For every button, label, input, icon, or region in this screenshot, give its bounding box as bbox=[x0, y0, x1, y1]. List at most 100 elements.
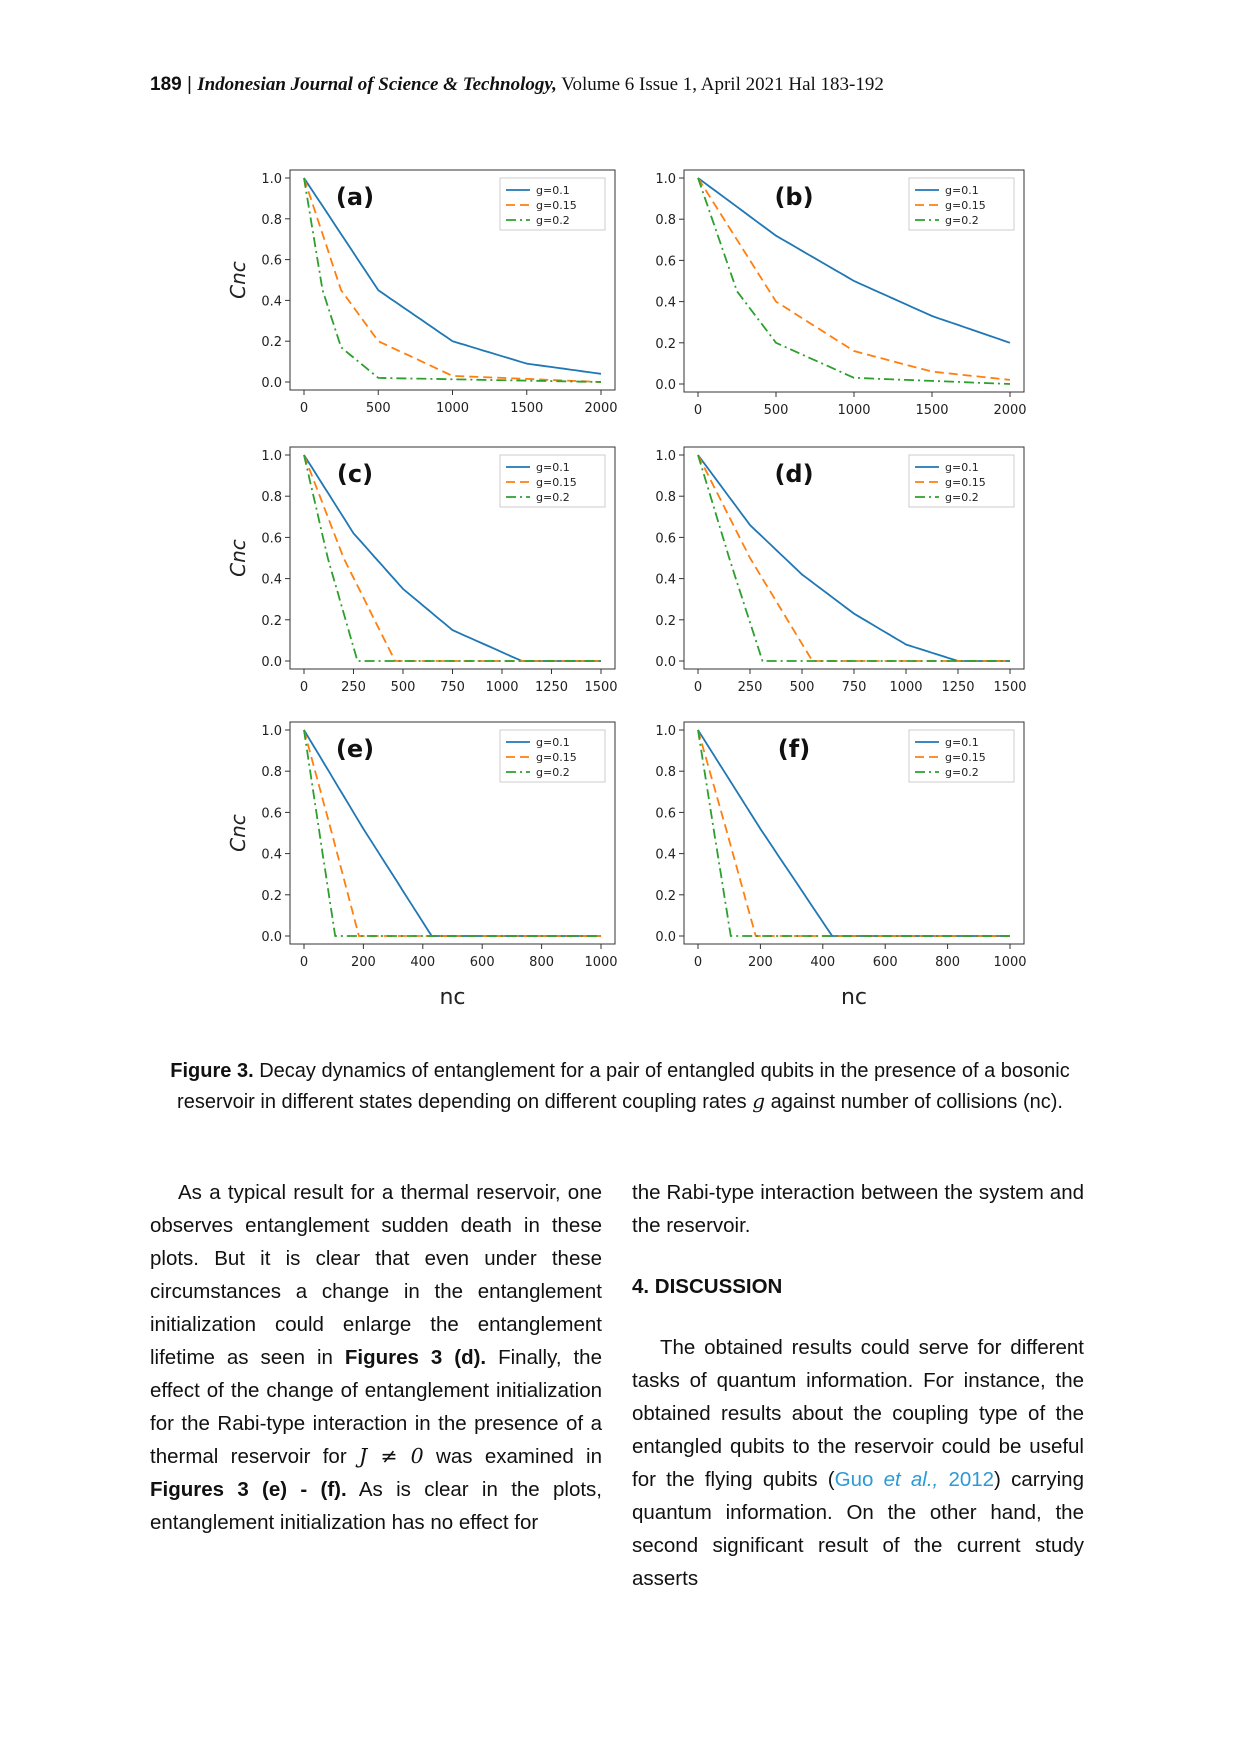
legend-label: g=0.15 bbox=[536, 476, 577, 489]
chart-panel-d: 0.0 0.2 0.4 0.6 0.8 1.0 0 250 500 750 1000 1250 1500… bbox=[655, 446, 1027, 695]
y-tick-label: 1.0 bbox=[261, 172, 282, 187]
legend-box bbox=[499, 454, 606, 508]
caption-text-a: Decay dynamics of entanglement for a pai… bbox=[177, 1060, 1070, 1113]
x-tick-label: 2000 bbox=[584, 401, 617, 416]
legend-label: g=0.1 bbox=[536, 461, 570, 474]
series-line-g015 bbox=[303, 177, 602, 383]
x-axis-label: nc bbox=[841, 985, 867, 1010]
series-line-g015 bbox=[303, 454, 601, 662]
legend-box bbox=[499, 177, 606, 231]
panel-label: (d) bbox=[774, 460, 813, 488]
y-tick-label: 0.8 bbox=[261, 765, 282, 780]
caption-text-b: against number of collisions (nc). bbox=[765, 1091, 1063, 1113]
x-tick-label: 1500 bbox=[510, 401, 543, 416]
y-tick-label: 0.4 bbox=[655, 573, 676, 588]
journal-name: Indonesian Journal of Science & Technolo… bbox=[197, 74, 557, 95]
y-axis-label: Cnc bbox=[226, 814, 250, 852]
series-line-g02 bbox=[303, 454, 601, 662]
legend-box bbox=[908, 729, 1015, 783]
y-tick-label: 1.0 bbox=[655, 449, 676, 464]
series-line-g02 bbox=[697, 454, 1010, 662]
chart-panel-e: 0.0 0.2 0.4 0.6 0.8 1.0 0 200 400 600 800 1000 g=0.1… bbox=[226, 721, 618, 1010]
x-tick-label: 1000 bbox=[436, 401, 469, 416]
y-tick-label: 1.0 bbox=[655, 724, 676, 739]
legend-label: g=0.2 bbox=[536, 214, 570, 227]
x-axis-label: nc bbox=[439, 985, 465, 1010]
y-tick-label: 0.6 bbox=[261, 254, 282, 269]
legend-label: g=0.15 bbox=[536, 199, 577, 212]
chart-panel-a: 0.0 0.2 0.4 0.6 0.8 1.0 0 500 1000 1500 2000 g=0.1 g… bbox=[226, 169, 618, 416]
text: was examined in bbox=[423, 1445, 602, 1468]
y-tick-label: 0.6 bbox=[261, 531, 282, 546]
y-axis-label: Cnc bbox=[226, 539, 250, 577]
x-tick-label: 0 bbox=[300, 955, 308, 970]
x-tick-label: 200 bbox=[748, 955, 773, 970]
x-tick-label: 0 bbox=[300, 401, 308, 416]
x-tick-label: 2000 bbox=[993, 403, 1026, 418]
figure-reference: Figures 3 (e) - (f). bbox=[150, 1478, 347, 1501]
x-tick-label: 500 bbox=[391, 680, 416, 695]
y-tick-label: 0.0 bbox=[655, 930, 676, 945]
x-tick-label: 1500 bbox=[915, 403, 948, 418]
x-tick-label: 800 bbox=[529, 955, 554, 970]
x-tick-label: 0 bbox=[694, 403, 702, 418]
x-tick-label: 1250 bbox=[535, 680, 568, 695]
text: ) carrying quantum information. On the o… bbox=[632, 1468, 1084, 1590]
legend-label: g=0.1 bbox=[945, 461, 979, 474]
panel-label: (c) bbox=[337, 460, 373, 488]
y-tick-label: 0.2 bbox=[261, 614, 282, 629]
series-line-g01 bbox=[697, 177, 1011, 344]
panel-label: (f) bbox=[778, 735, 810, 763]
right-column: the Rabi-type interaction between the sy… bbox=[632, 1176, 1084, 1595]
y-tick-label: 0.6 bbox=[261, 806, 282, 821]
legend-label: g=0.1 bbox=[945, 736, 979, 749]
paragraph: the Rabi-type interaction between the sy… bbox=[632, 1181, 1084, 1237]
figure-label: Figure 3. bbox=[170, 1060, 254, 1082]
y-tick-label: 0.2 bbox=[261, 889, 282, 904]
y-axis-label: Cnc bbox=[226, 261, 250, 299]
legend-box bbox=[908, 177, 1015, 231]
y-tick-label: 1.0 bbox=[261, 724, 282, 739]
legend-label: g=0.2 bbox=[945, 214, 979, 227]
y-tick-label: 0.0 bbox=[261, 655, 282, 670]
citation-link[interactable]: Guo et al., 2012 bbox=[835, 1468, 994, 1491]
legend-label: g=0.2 bbox=[945, 491, 979, 504]
y-tick-label: 0.4 bbox=[261, 294, 282, 309]
x-tick-label: 250 bbox=[738, 680, 763, 695]
x-tick-label: 1500 bbox=[584, 680, 617, 695]
figure-caption: Figure 3. Decay dynamics of entanglement… bbox=[150, 1056, 1090, 1117]
y-tick-label: 1.0 bbox=[261, 449, 282, 464]
legend-label: g=0.1 bbox=[945, 184, 979, 197]
series-line-g015 bbox=[697, 177, 1011, 381]
y-tick-label: 0.2 bbox=[655, 889, 676, 904]
x-tick-label: 1000 bbox=[993, 955, 1026, 970]
x-tick-label: 1000 bbox=[485, 680, 518, 695]
x-tick-label: 500 bbox=[790, 680, 815, 695]
y-tick-label: 0.2 bbox=[261, 335, 282, 350]
y-tick-label: 0.6 bbox=[655, 254, 676, 269]
x-tick-label: 1500 bbox=[993, 680, 1026, 695]
x-tick-label: 1000 bbox=[584, 955, 617, 970]
text: As is clear in the plots, entanglement i… bbox=[150, 1478, 602, 1534]
y-tick-label: 0.6 bbox=[655, 531, 676, 546]
legend-label: g=0.15 bbox=[945, 476, 986, 489]
series-line-g02 bbox=[303, 177, 602, 383]
y-tick-label: 0.8 bbox=[655, 490, 676, 505]
header-separator: | bbox=[181, 74, 198, 95]
x-tick-label: 600 bbox=[873, 955, 898, 970]
chart-panel-b: 0.0 0.2 0.4 0.6 0.8 1.0 0 500 1000 1500 2000 g=0.1 g… bbox=[655, 169, 1027, 418]
figure-3: 0.00.20.40.60.81.00 500 1000 1500 2000g=0.1g… bbox=[226, 169, 1027, 1010]
legend-box bbox=[908, 454, 1015, 508]
y-tick-label: 1.0 bbox=[655, 172, 676, 187]
x-tick-label: 400 bbox=[410, 955, 435, 970]
y-tick-label: 0.4 bbox=[655, 848, 676, 863]
legend-box bbox=[499, 729, 606, 783]
y-tick-label: 0.0 bbox=[261, 930, 282, 945]
x-tick-label: 250 bbox=[341, 680, 366, 695]
legend-label: g=0.15 bbox=[536, 751, 577, 764]
paragraph: The obtained results could serve for dif… bbox=[632, 1331, 1084, 1595]
citation-etal: et al., bbox=[883, 1468, 939, 1491]
y-tick-label: 0.4 bbox=[261, 573, 282, 588]
x-tick-label: 800 bbox=[935, 955, 960, 970]
text: The obtained results could serve for dif… bbox=[632, 1336, 1084, 1491]
